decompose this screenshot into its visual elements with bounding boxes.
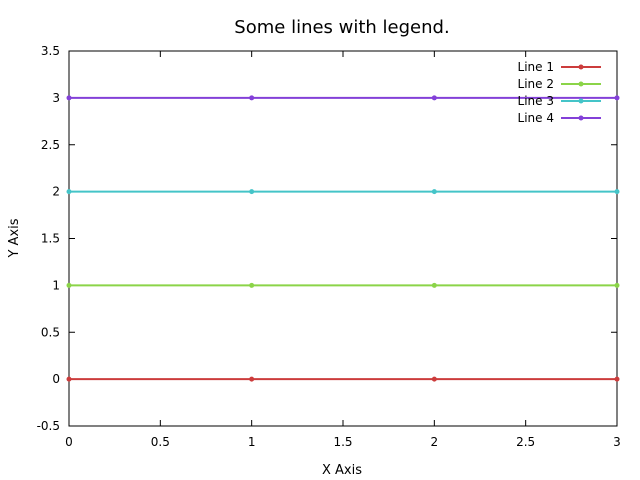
series-4-point bbox=[249, 95, 255, 101]
legend-swatch-point bbox=[578, 98, 584, 104]
x-tick-label: 0.5 bbox=[151, 435, 170, 449]
series-3-point bbox=[66, 189, 72, 195]
y-tick-label: 2 bbox=[52, 185, 60, 199]
series-4-point bbox=[431, 95, 437, 101]
legend-label: Line 1 bbox=[518, 60, 554, 74]
legend-swatch-point bbox=[578, 64, 584, 70]
x-tick-label: 1.5 bbox=[333, 435, 352, 449]
series-3-point bbox=[431, 189, 437, 195]
y-tick-label: 0 bbox=[52, 372, 60, 386]
series-1-point bbox=[66, 376, 72, 382]
y-tick-label: -0.5 bbox=[37, 419, 60, 433]
x-tick-label: 3 bbox=[613, 435, 621, 449]
y-tick-label: 2.5 bbox=[41, 138, 60, 152]
y-axis-label: Y Axis bbox=[7, 218, 22, 258]
y-tick-label: 1 bbox=[52, 278, 60, 292]
series-1-point bbox=[614, 376, 620, 382]
x-tick-label: 2 bbox=[431, 435, 439, 449]
legend-label: Line 4 bbox=[518, 111, 554, 125]
series-3-point bbox=[614, 189, 620, 195]
series-2-point bbox=[614, 282, 620, 288]
x-tick-label: 0 bbox=[65, 435, 73, 449]
series-1-point bbox=[249, 376, 255, 382]
y-tick-label: 3 bbox=[52, 91, 60, 105]
series-layer bbox=[66, 95, 620, 382]
series-1-point bbox=[431, 376, 437, 382]
series-4-point bbox=[66, 95, 72, 101]
x-axis-label: X Axis bbox=[322, 463, 362, 478]
y-tick-label: 0.5 bbox=[41, 325, 60, 339]
x-tick-label: 2.5 bbox=[516, 435, 535, 449]
legend-swatch-point bbox=[578, 115, 584, 121]
y-tick-label: 1.5 bbox=[41, 232, 60, 246]
series-2-point bbox=[249, 282, 255, 288]
chart-title: Some lines with legend. bbox=[234, 17, 449, 38]
legend-swatch-point bbox=[578, 81, 584, 87]
series-2-point bbox=[431, 282, 437, 288]
series-2-point bbox=[66, 282, 72, 288]
series-4-point bbox=[614, 95, 620, 101]
series-3-point bbox=[249, 189, 255, 195]
ticks-layer: 0 0.5 1 1.5 2 2.5 3 -0.5 0 0.5 1 1.5 2 2.5 3 3.5 bbox=[37, 44, 621, 449]
y-tick-label: 3.5 bbox=[41, 44, 60, 58]
legend-label: Line 3 bbox=[518, 94, 554, 108]
legend-label: Line 2 bbox=[518, 77, 554, 91]
x-tick-label: 1 bbox=[248, 435, 256, 449]
legend: Line 1 Line 2 Line 3 Line 4 bbox=[518, 60, 601, 125]
